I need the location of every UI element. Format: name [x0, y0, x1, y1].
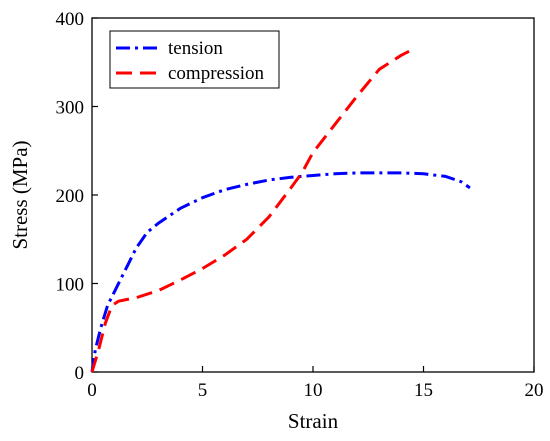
y-tick-label: 0 — [75, 363, 85, 384]
data-series — [90, 49, 471, 373]
x-tick-label: 5 — [198, 380, 208, 401]
y-tick-label: 100 — [56, 275, 85, 296]
series-line-compression — [90, 49, 411, 373]
x-axis-title: Strain — [288, 409, 339, 433]
y-tick-label: 400 — [56, 9, 85, 30]
y-tick-label: 200 — [56, 186, 85, 207]
legend-label-compression: compression — [168, 63, 265, 84]
y-tick-label: 300 — [56, 98, 85, 119]
x-tick-label: 15 — [414, 380, 433, 401]
x-tick-label: 10 — [304, 380, 323, 401]
x-tick-label: 20 — [525, 380, 544, 401]
y-axis-title: Stress (MPa) — [8, 140, 32, 249]
series-line-tension — [90, 171, 471, 373]
legend: tension compression — [109, 30, 280, 89]
legend-box — [109, 30, 280, 89]
x-tick-label: 0 — [87, 380, 97, 401]
legend-label-tension: tension — [168, 38, 223, 59]
